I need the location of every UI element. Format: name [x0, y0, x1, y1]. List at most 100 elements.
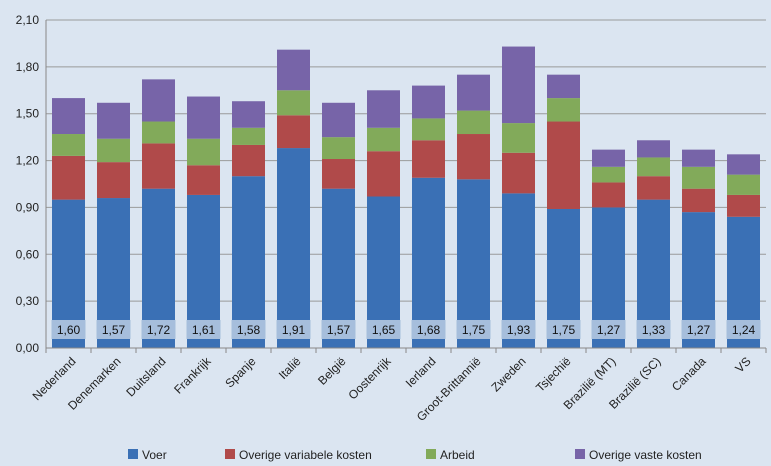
total-label-box	[96, 320, 131, 339]
total-data-label: 1,75	[552, 323, 576, 337]
y-tick-label: 1,80	[16, 60, 40, 74]
y-tick-label: 2,10	[16, 13, 40, 27]
x-category-label: Zweden	[489, 354, 529, 394]
x-category-label: Canada	[669, 354, 709, 394]
total-label-box	[186, 320, 221, 339]
total-data-label: 1,33	[642, 323, 666, 337]
bar-segment-3	[592, 166, 625, 183]
total-data-label: 1,57	[327, 323, 351, 337]
bar-segment-4	[277, 49, 310, 91]
bar-segment-2	[592, 182, 625, 208]
bar-segment-2	[97, 162, 130, 199]
bar-segment-4	[412, 85, 445, 119]
bar-segment-1	[457, 179, 490, 348]
bar-segment-4	[457, 74, 490, 111]
bar-segment-3	[457, 110, 490, 135]
total-data-label: 1,60	[57, 323, 81, 337]
total-data-label: 1,91	[282, 323, 306, 337]
total-label-box	[321, 320, 356, 339]
y-tick-label: 0,00	[16, 341, 40, 355]
total-label-box	[51, 320, 86, 339]
bar-segment-3	[637, 157, 670, 177]
bar-segment-2	[547, 121, 580, 209]
bar-segment-3	[277, 90, 310, 116]
bar-segment-2	[367, 151, 400, 197]
bars	[52, 46, 760, 348]
total-label-box	[456, 320, 491, 339]
total-data-label: 1,61	[192, 323, 216, 337]
total-label-box	[591, 320, 626, 339]
total-label-box	[141, 320, 176, 339]
bar-segment-4	[547, 74, 580, 99]
bar-segment-3	[52, 134, 85, 156]
x-category-label: België	[315, 354, 349, 388]
bar-segment-4	[682, 149, 715, 167]
total-label-box	[726, 320, 761, 339]
y-tick-label: 1,50	[16, 107, 40, 121]
y-tick-label: 0,60	[16, 247, 40, 261]
bar-segment-3	[367, 127, 400, 152]
legend: Voer Overige variabele kosten Arbeid Overig…	[128, 448, 702, 462]
x-category-label: Oostenrijk	[346, 354, 395, 403]
bar-segment-3	[727, 174, 760, 195]
y-tick-label: 0,90	[16, 200, 40, 214]
bar-segment-2	[457, 134, 490, 180]
bar-segment-4	[142, 79, 175, 122]
bar-segment-2	[187, 165, 220, 195]
bar-segment-2	[727, 194, 760, 217]
bar-segment-1	[277, 148, 310, 348]
legend-swatch	[128, 449, 138, 459]
bar-segment-3	[322, 137, 355, 160]
bar-segment-4	[367, 90, 400, 128]
bar-segment-4	[592, 149, 625, 167]
total-label-box	[501, 320, 536, 339]
total-data-label: 1,57	[102, 323, 126, 337]
legend-label: Overige vaste kosten	[589, 448, 702, 462]
bar-segment-3	[187, 138, 220, 166]
legend-swatch	[575, 449, 585, 459]
total-data-label: 1,27	[597, 323, 621, 337]
x-category-label: Tsjechië	[533, 354, 574, 395]
total-data-label: 1,72	[147, 323, 171, 337]
bar-segment-2	[682, 188, 715, 213]
bar-segment-4	[637, 140, 670, 158]
x-category-label: Frankrijk	[171, 354, 214, 397]
bar-segment-3	[232, 127, 265, 145]
total-label-box	[231, 320, 266, 339]
x-category-label: Duitsland	[123, 354, 168, 399]
legend-label: Arbeid	[440, 448, 475, 462]
bar-segment-3	[412, 118, 445, 141]
bar-segment-1	[232, 176, 265, 348]
total-data-labels: 1,60 1,57 1,72 1,61 1,58 1,91 1,57 1,65 1,68 1,75…	[51, 320, 761, 339]
legend-label: Voer	[142, 448, 167, 462]
bar-segment-2	[637, 176, 670, 200]
bar-segment-3	[547, 98, 580, 122]
total-data-label: 1,65	[372, 323, 396, 337]
bar-segment-2	[142, 143, 175, 189]
total-data-label: 1,27	[687, 323, 711, 337]
y-tick-label: 1,20	[16, 154, 40, 168]
bar-segment-2	[232, 144, 265, 177]
bar-segment-4	[187, 96, 220, 139]
bar-segment-4	[322, 102, 355, 138]
total-data-label: 1,75	[462, 323, 486, 337]
bar-segment-3	[142, 121, 175, 144]
x-category-label: Spanje	[222, 354, 259, 391]
legend-swatch	[225, 449, 235, 459]
total-label-box	[681, 320, 716, 339]
bar-segment-2	[502, 152, 535, 194]
bar-segment-2	[277, 115, 310, 149]
bar-segment-4	[97, 102, 130, 139]
total-data-label: 1,58	[237, 323, 261, 337]
bar-segment-4	[232, 101, 265, 128]
total-label-box	[366, 320, 401, 339]
x-category-label: VS	[732, 354, 753, 375]
bar-segment-1	[412, 177, 445, 348]
bar-segment-4	[52, 98, 85, 135]
total-label-box	[636, 320, 671, 339]
legend-swatch	[426, 449, 436, 459]
bar-segment-2	[412, 140, 445, 178]
y-axis-tick-labels: 0,00 0,30 0,60 0,90 1,20 1,50 1,80 2,10	[16, 13, 40, 355]
